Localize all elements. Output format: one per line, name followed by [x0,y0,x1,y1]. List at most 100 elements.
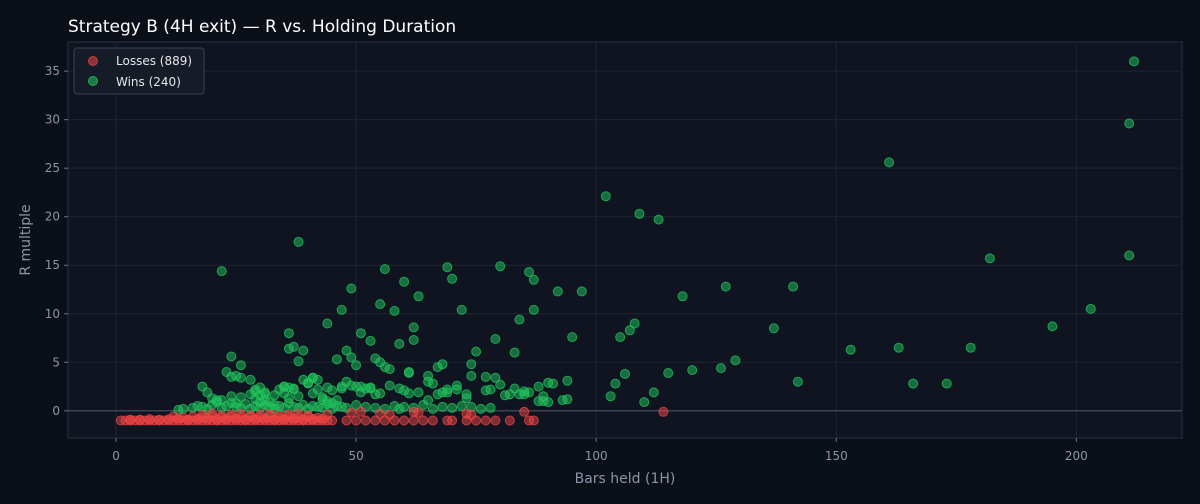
loss-point [226,409,237,420]
legend-marker-wins [88,76,98,86]
win-point [403,367,414,377]
win-point [216,395,227,406]
win-point [322,318,333,329]
win-point [490,372,501,383]
win-point [500,390,510,401]
win-point [524,267,534,277]
win-point [480,385,491,396]
win-point [427,403,438,414]
win-point [610,378,621,389]
loss-point [274,410,285,421]
y-tick-label: 25 [45,161,60,175]
win-point [471,346,482,357]
win-point [384,380,395,391]
x-tick-label: 0 [112,449,120,463]
loss-point [178,412,189,423]
loss-point [355,406,366,417]
y-tick-label: 35 [45,64,60,78]
loss-point [197,409,208,420]
win-point [576,286,587,297]
win-point [235,392,246,403]
win-point [908,378,919,389]
win-point [346,283,357,294]
win-point [461,393,472,404]
loss-point [264,408,275,419]
loss-point [154,414,165,425]
win-point [528,274,539,285]
loss-point [125,414,136,425]
win-point [351,400,362,410]
win-point [355,328,366,339]
win-point [235,372,246,383]
win-point [447,273,458,284]
win-point [375,299,386,310]
x-tick-label: 150 [825,449,848,463]
y-tick-label: 0 [52,404,60,418]
loss-point [341,415,352,426]
win-point [216,266,227,277]
win-point [451,384,462,395]
win-point [336,304,347,315]
win-point [379,264,390,275]
win-point [293,391,304,402]
win-point [533,381,544,392]
loss-point [245,410,256,421]
win-point [624,325,635,336]
loss-point [346,407,357,418]
y-axis-label: R multiple [18,204,34,275]
win-point [475,403,486,414]
y-tick-label: 15 [45,258,60,272]
win-point [1085,303,1096,314]
win-point [399,385,410,396]
loss-point [255,409,266,420]
win-point [255,397,266,408]
win-point [567,332,578,343]
win-point [408,322,419,333]
win-point [346,352,357,363]
win-point [283,328,294,339]
win-point [485,402,496,413]
win-point [605,391,616,402]
win-point [341,345,352,356]
win-point [447,402,458,413]
loss-point [235,408,246,419]
win-point [394,403,405,414]
win-point [259,389,270,400]
loss-point [360,415,371,426]
win-point [562,375,573,386]
win-point [788,281,799,292]
loss-point [528,415,539,426]
win-point [226,391,237,402]
loss-point [413,407,424,418]
x-tick-label: 200 [1065,449,1088,463]
win-point [442,262,453,273]
win-point [639,397,650,408]
win-point [634,208,645,219]
win-point [629,318,640,329]
win-point [437,359,448,370]
win-point [413,291,424,302]
y-axis-ticks: 0 5 10 15 20 25 30 35 [45,64,68,418]
win-point [456,401,467,411]
loss-point [466,409,477,420]
win-point [283,343,294,354]
win-point [423,395,434,406]
win-point [437,401,448,412]
win-point [687,365,698,376]
loss-point [375,408,386,419]
win-point [293,356,304,367]
win-point [884,157,895,168]
loss-point [447,415,458,426]
win-point [235,360,246,371]
y-tick-label: 5 [52,355,60,369]
win-point [437,387,448,398]
win-point [893,342,904,353]
loss-point [519,406,530,417]
win-point [394,338,405,349]
win-point [543,377,554,388]
loss-point [490,415,501,426]
win-point [365,382,376,393]
win-point [389,305,400,316]
chart-title: Strategy B (4H exit) — R vs. Holding Dur… [68,17,456,37]
